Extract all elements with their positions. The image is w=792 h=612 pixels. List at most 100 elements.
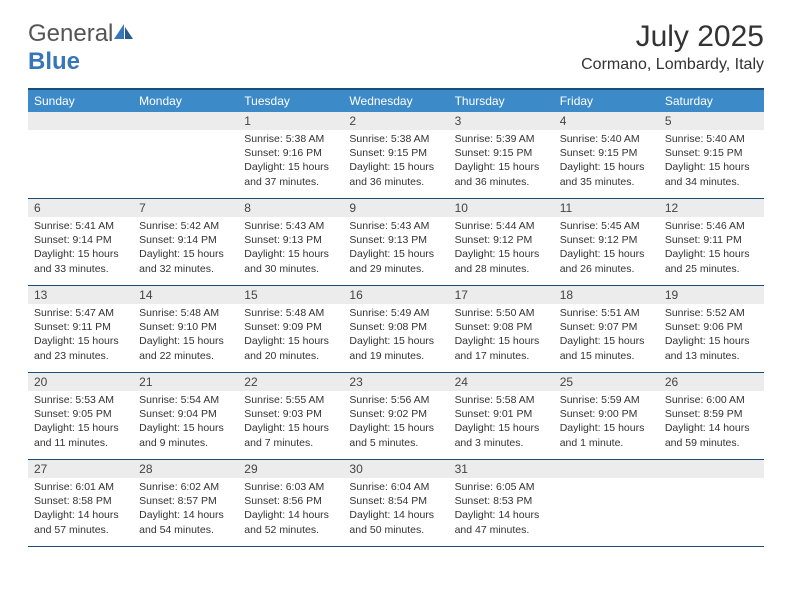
day-number: 14 xyxy=(133,286,238,304)
sunset-text: Sunset: 9:16 PM xyxy=(244,146,337,160)
day-number: 6 xyxy=(28,199,133,217)
day-number: 4 xyxy=(554,112,659,130)
day-details: Sunrise: 5:59 AMSunset: 9:00 PMDaylight:… xyxy=(554,391,659,454)
day-details: Sunrise: 5:52 AMSunset: 9:06 PMDaylight:… xyxy=(659,304,764,367)
day-details: Sunrise: 5:55 AMSunset: 9:03 PMDaylight:… xyxy=(238,391,343,454)
sunset-text: Sunset: 9:01 PM xyxy=(455,407,548,421)
calendar: Sunday Monday Tuesday Wednesday Thursday… xyxy=(28,88,764,547)
weekday-header: Sunday xyxy=(28,90,133,112)
daylight-text: Daylight: 15 hours and 33 minutes. xyxy=(34,247,127,275)
day-number: 1 xyxy=(238,112,343,130)
week-row: 1Sunrise: 5:38 AMSunset: 9:16 PMDaylight… xyxy=(28,112,764,199)
day-cell: 7Sunrise: 5:42 AMSunset: 9:14 PMDaylight… xyxy=(133,199,238,285)
sunrise-text: Sunrise: 6:02 AM xyxy=(139,480,232,494)
day-number: 13 xyxy=(28,286,133,304)
logo-text-general: General xyxy=(28,20,113,47)
sunset-text: Sunset: 9:15 PM xyxy=(665,146,758,160)
sunset-text: Sunset: 9:09 PM xyxy=(244,320,337,334)
weekday-header: Friday xyxy=(554,90,659,112)
day-number: 22 xyxy=(238,373,343,391)
day-cell: 16Sunrise: 5:49 AMSunset: 9:08 PMDayligh… xyxy=(343,286,448,372)
sunset-text: Sunset: 9:05 PM xyxy=(34,407,127,421)
day-cell: 20Sunrise: 5:53 AMSunset: 9:05 PMDayligh… xyxy=(28,373,133,459)
day-details: Sunrise: 5:54 AMSunset: 9:04 PMDaylight:… xyxy=(133,391,238,454)
day-details: Sunrise: 5:56 AMSunset: 9:02 PMDaylight:… xyxy=(343,391,448,454)
sunset-text: Sunset: 9:07 PM xyxy=(560,320,653,334)
daylight-text: Daylight: 15 hours and 7 minutes. xyxy=(244,421,337,449)
day-details: Sunrise: 5:46 AMSunset: 9:11 PMDaylight:… xyxy=(659,217,764,280)
day-details: Sunrise: 5:42 AMSunset: 9:14 PMDaylight:… xyxy=(133,217,238,280)
day-cell: 23Sunrise: 5:56 AMSunset: 9:02 PMDayligh… xyxy=(343,373,448,459)
day-details: Sunrise: 5:43 AMSunset: 9:13 PMDaylight:… xyxy=(343,217,448,280)
day-details: Sunrise: 5:48 AMSunset: 9:09 PMDaylight:… xyxy=(238,304,343,367)
day-number: 16 xyxy=(343,286,448,304)
sunrise-text: Sunrise: 5:41 AM xyxy=(34,219,127,233)
day-cell: 12Sunrise: 5:46 AMSunset: 9:11 PMDayligh… xyxy=(659,199,764,285)
sunrise-text: Sunrise: 5:46 AM xyxy=(665,219,758,233)
day-cell: 26Sunrise: 6:00 AMSunset: 8:59 PMDayligh… xyxy=(659,373,764,459)
sunset-text: Sunset: 9:15 PM xyxy=(349,146,442,160)
day-number: 19 xyxy=(659,286,764,304)
daylight-text: Daylight: 15 hours and 25 minutes. xyxy=(665,247,758,275)
daylight-text: Daylight: 15 hours and 37 minutes. xyxy=(244,160,337,188)
daylight-text: Daylight: 15 hours and 22 minutes. xyxy=(139,334,232,362)
daylight-text: Daylight: 15 hours and 28 minutes. xyxy=(455,247,548,275)
day-number: 8 xyxy=(238,199,343,217)
sunrise-text: Sunrise: 5:39 AM xyxy=(455,132,548,146)
day-details: Sunrise: 6:02 AMSunset: 8:57 PMDaylight:… xyxy=(133,478,238,541)
day-number: 9 xyxy=(343,199,448,217)
sunset-text: Sunset: 9:13 PM xyxy=(244,233,337,247)
day-cell: 17Sunrise: 5:50 AMSunset: 9:08 PMDayligh… xyxy=(449,286,554,372)
day-number: 27 xyxy=(28,460,133,478)
logo-text-blue: Blue xyxy=(28,48,80,75)
logo-sail-icon xyxy=(113,23,135,41)
sunrise-text: Sunrise: 5:54 AM xyxy=(139,393,232,407)
day-cell: 6 Sunrise: 5:41 AMSunset: 9:14 PMDaylight… xyxy=(28,199,133,285)
sunset-text: Sunset: 9:02 PM xyxy=(349,407,442,421)
sunset-text: Sunset: 8:53 PM xyxy=(455,494,548,508)
day-number: 17 xyxy=(449,286,554,304)
day-details: Sunrise: 6:03 AMSunset: 8:56 PMDaylight:… xyxy=(238,478,343,541)
sunrise-text: Sunrise: 5:38 AM xyxy=(349,132,442,146)
day-cell xyxy=(133,112,238,198)
day-details: Sunrise: 6:05 AMSunset: 8:53 PMDaylight:… xyxy=(449,478,554,541)
daylight-text: Daylight: 15 hours and 36 minutes. xyxy=(349,160,442,188)
sunrise-text: Sunrise: 5:43 AM xyxy=(244,219,337,233)
day-number: 23 xyxy=(343,373,448,391)
day-details: Sunrise: 5:58 AMSunset: 9:01 PMDaylight:… xyxy=(449,391,554,454)
weekday-header: Thursday xyxy=(449,90,554,112)
daylight-text: Daylight: 14 hours and 54 minutes. xyxy=(139,508,232,536)
day-number xyxy=(28,112,133,130)
day-number: 31 xyxy=(449,460,554,478)
daylight-text: Daylight: 14 hours and 50 minutes. xyxy=(349,508,442,536)
day-details: Sunrise: 5:47 AMSunset: 9:11 PMDaylight:… xyxy=(28,304,133,367)
month-title: July 2025 xyxy=(581,20,764,54)
sunset-text: Sunset: 9:15 PM xyxy=(560,146,653,160)
weeks-container: 1Sunrise: 5:38 AMSunset: 9:16 PMDaylight… xyxy=(28,112,764,547)
sunrise-text: Sunrise: 5:48 AM xyxy=(244,306,337,320)
day-details: Sunrise: 5:49 AMSunset: 9:08 PMDaylight:… xyxy=(343,304,448,367)
sunset-text: Sunset: 8:59 PM xyxy=(665,407,758,421)
daylight-text: Daylight: 15 hours and 29 minutes. xyxy=(349,247,442,275)
sunset-text: Sunset: 9:08 PM xyxy=(349,320,442,334)
daylight-text: Daylight: 15 hours and 13 minutes. xyxy=(665,334,758,362)
sunset-text: Sunset: 9:14 PM xyxy=(34,233,127,247)
day-number: 26 xyxy=(659,373,764,391)
sunset-text: Sunset: 9:13 PM xyxy=(349,233,442,247)
sunrise-text: Sunrise: 5:56 AM xyxy=(349,393,442,407)
day-number: 30 xyxy=(343,460,448,478)
sunrise-text: Sunrise: 5:50 AM xyxy=(455,306,548,320)
sunrise-text: Sunrise: 6:00 AM xyxy=(665,393,758,407)
sunset-text: Sunset: 8:57 PM xyxy=(139,494,232,508)
day-details: Sunrise: 5:38 AMSunset: 9:15 PMDaylight:… xyxy=(343,130,448,193)
day-details: Sunrise: 5:48 AMSunset: 9:10 PMDaylight:… xyxy=(133,304,238,367)
day-cell: 22Sunrise: 5:55 AMSunset: 9:03 PMDayligh… xyxy=(238,373,343,459)
sunset-text: Sunset: 9:08 PM xyxy=(455,320,548,334)
day-number: 28 xyxy=(133,460,238,478)
sunrise-text: Sunrise: 5:52 AM xyxy=(665,306,758,320)
sunrise-text: Sunrise: 5:40 AM xyxy=(560,132,653,146)
day-cell: 5Sunrise: 5:40 AMSunset: 9:15 PMDaylight… xyxy=(659,112,764,198)
day-details: Sunrise: 5:39 AMSunset: 9:15 PMDaylight:… xyxy=(449,130,554,193)
day-number: 10 xyxy=(449,199,554,217)
day-number xyxy=(659,460,764,478)
